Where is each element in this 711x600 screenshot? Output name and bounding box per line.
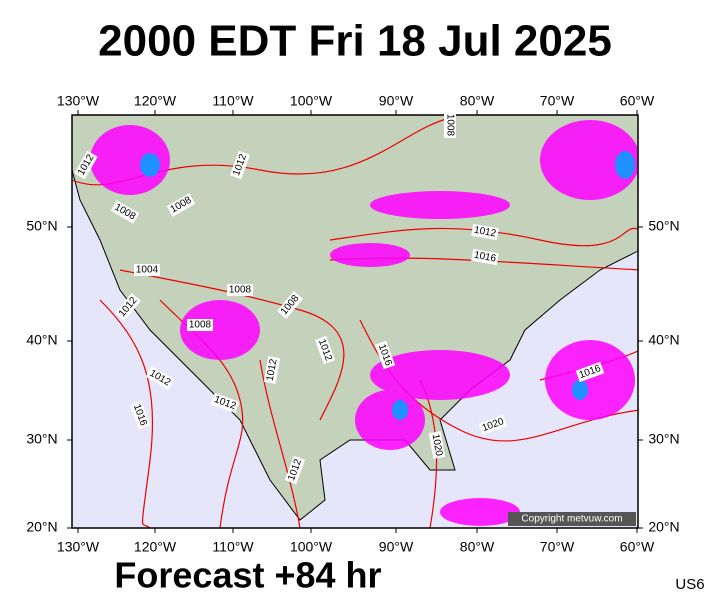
map-frame bbox=[71, 114, 639, 529]
isobar-label-box bbox=[428, 431, 446, 459]
lon-label-bottom: 80°W bbox=[460, 539, 495, 555]
lon-label-top: 100°W bbox=[290, 93, 333, 109]
isobar-label-box bbox=[284, 455, 306, 485]
lon-label-top: 120°W bbox=[134, 93, 177, 109]
lat-label-right: 20°N bbox=[648, 519, 679, 535]
isobar-label-text: 1008 bbox=[189, 320, 212, 331]
lon-label-top: 90°W bbox=[379, 93, 414, 109]
lon-label-top: 60°W bbox=[620, 93, 655, 109]
copyright: Copyright metvuw.com bbox=[521, 514, 622, 525]
isobar-label-box bbox=[166, 193, 196, 217]
product-code: US6 bbox=[675, 576, 704, 593]
isobar-label-box bbox=[74, 150, 98, 180]
isobar-label-box bbox=[277, 291, 303, 319]
lat-label-left: 20°N bbox=[26, 519, 57, 535]
lon-label-bottom: 130°W bbox=[57, 539, 100, 555]
isobar-label-text: 1020 bbox=[430, 433, 445, 457]
lon-label-bottom: 100°W bbox=[290, 539, 333, 555]
isobar-label: 1008 bbox=[187, 319, 213, 331]
isobar-label-box bbox=[478, 414, 508, 436]
isobar-label-box bbox=[210, 392, 240, 414]
isobar-label: 1012 bbox=[471, 223, 499, 241]
isobar-label-box bbox=[263, 356, 281, 384]
isobar-label-box bbox=[227, 284, 253, 296]
lon-label-bottom: 70°W bbox=[540, 539, 575, 555]
lon-label-bottom: 60°W bbox=[620, 539, 655, 555]
lat-label-left: 40°N bbox=[26, 332, 57, 348]
isobar-label-box bbox=[471, 248, 499, 266]
isobar-label: 1016 bbox=[471, 248, 499, 266]
isobar-label-box bbox=[129, 400, 151, 430]
land bbox=[72, 115, 638, 521]
isobar-label-text: 1012 bbox=[473, 225, 497, 240]
lon-label-top: 70°W bbox=[540, 93, 575, 109]
title: 2000 EDT Fri 18 Jul 2025 bbox=[98, 17, 612, 66]
isobar-label-box bbox=[314, 335, 336, 365]
precipitation bbox=[90, 120, 638, 526]
isobar-label: 1020 bbox=[428, 431, 446, 459]
isobar-label-box bbox=[110, 200, 140, 224]
isobar-label-box bbox=[134, 264, 160, 276]
lon-label-top: 80°W bbox=[460, 93, 495, 109]
isobar-label: 1008 bbox=[227, 284, 253, 296]
isobar-label-box bbox=[187, 319, 213, 331]
isobar-label-text: 1008 bbox=[229, 285, 252, 296]
lat-label-right: 50°N bbox=[648, 218, 679, 234]
isobar-label-box bbox=[145, 366, 175, 390]
isobar-label-text: 1016 bbox=[473, 250, 497, 265]
forecast-label: Forecast +84 hr bbox=[114, 555, 381, 596]
isobar-label-text: 1004 bbox=[136, 265, 159, 276]
isobar-label-box bbox=[374, 340, 396, 370]
map-area bbox=[72, 115, 638, 528]
heavy-precipitation bbox=[140, 151, 635, 420]
lon-label-bottom: 90°W bbox=[379, 539, 414, 555]
isobar-label-box bbox=[229, 150, 251, 180]
lat-label-left: 30°N bbox=[26, 431, 57, 447]
isobar-label-text: 1012 bbox=[265, 358, 280, 382]
isobar-label-box bbox=[115, 293, 141, 321]
lon-label-bottom: 110°W bbox=[212, 539, 254, 555]
isobar-label-box bbox=[471, 223, 499, 241]
lon-label-top: 110°W bbox=[212, 93, 254, 109]
lat-label-left: 50°N bbox=[26, 218, 57, 234]
isobar-label: 1004 bbox=[134, 264, 160, 276]
isobar-label-box bbox=[444, 112, 456, 138]
isobar-label: 1012 bbox=[263, 356, 281, 384]
isobar-label-text: 1008 bbox=[444, 114, 455, 137]
lat-label-right: 40°N bbox=[648, 332, 679, 348]
lat-label-right: 30°N bbox=[648, 431, 679, 447]
lon-label-bottom: 120°W bbox=[134, 539, 177, 555]
isobar-label-box bbox=[575, 361, 605, 383]
isobar-label: 1008 bbox=[444, 112, 456, 138]
lon-label-top: 130°W bbox=[57, 93, 100, 109]
copyright-box bbox=[508, 512, 636, 526]
